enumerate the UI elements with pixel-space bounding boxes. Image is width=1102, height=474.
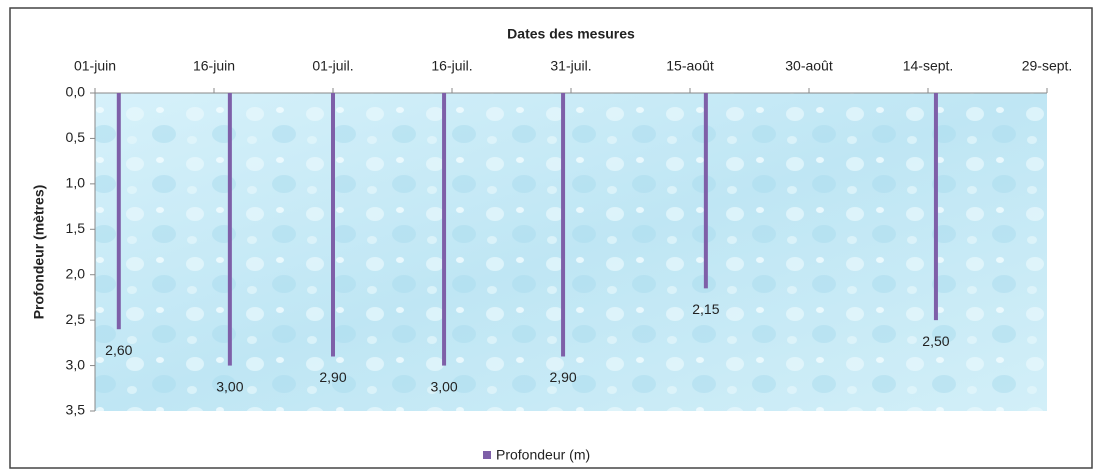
- bar: [933, 93, 938, 321]
- y-tick-label: 3,0: [66, 356, 86, 372]
- x-tick-label: 01-juil.: [312, 58, 353, 74]
- x-tick-label: 14-sept.: [903, 58, 954, 74]
- y-tick-label: 1,0: [66, 175, 86, 191]
- x-tick-label: 01-juin: [74, 58, 116, 74]
- y-tick-label: 3,5: [66, 402, 86, 418]
- bar: [227, 93, 232, 366]
- legend-swatch: [483, 451, 491, 459]
- value-label: 2,50: [922, 333, 949, 349]
- x-tick-label: 16-juil.: [431, 58, 472, 74]
- value-label: 2,15: [692, 301, 719, 317]
- x-tick-label: 15-août: [666, 58, 714, 74]
- value-label: 3,00: [430, 378, 457, 394]
- x-axis-title: Dates des mesures: [507, 26, 635, 42]
- value-label: 2,90: [319, 369, 346, 385]
- value-label: 3,00: [216, 378, 243, 394]
- y-tick-label: 2,5: [66, 311, 86, 327]
- bar: [442, 93, 447, 366]
- y-tick-label: 0,5: [66, 129, 86, 145]
- x-tick-label: 16-juin: [193, 58, 235, 74]
- x-tick-label: 30-août: [785, 58, 833, 74]
- y-tick-label: 1,5: [66, 220, 86, 236]
- bar: [116, 93, 121, 330]
- value-label: 2,60: [105, 342, 132, 358]
- bar: [561, 93, 566, 357]
- bar: [703, 93, 708, 289]
- y-tick-label: 0,0: [66, 84, 86, 100]
- plot-texture: [95, 93, 1047, 411]
- x-tick-label: 29-sept.: [1022, 58, 1073, 74]
- y-axis-title: Profondeur (mètres): [31, 185, 47, 320]
- bar: [331, 93, 335, 357]
- x-tick-label: 31-juil.: [550, 58, 591, 74]
- y-tick-label: 2,0: [66, 265, 86, 281]
- legend-label: Profondeur (m): [496, 447, 590, 463]
- value-label: 2,90: [549, 369, 576, 385]
